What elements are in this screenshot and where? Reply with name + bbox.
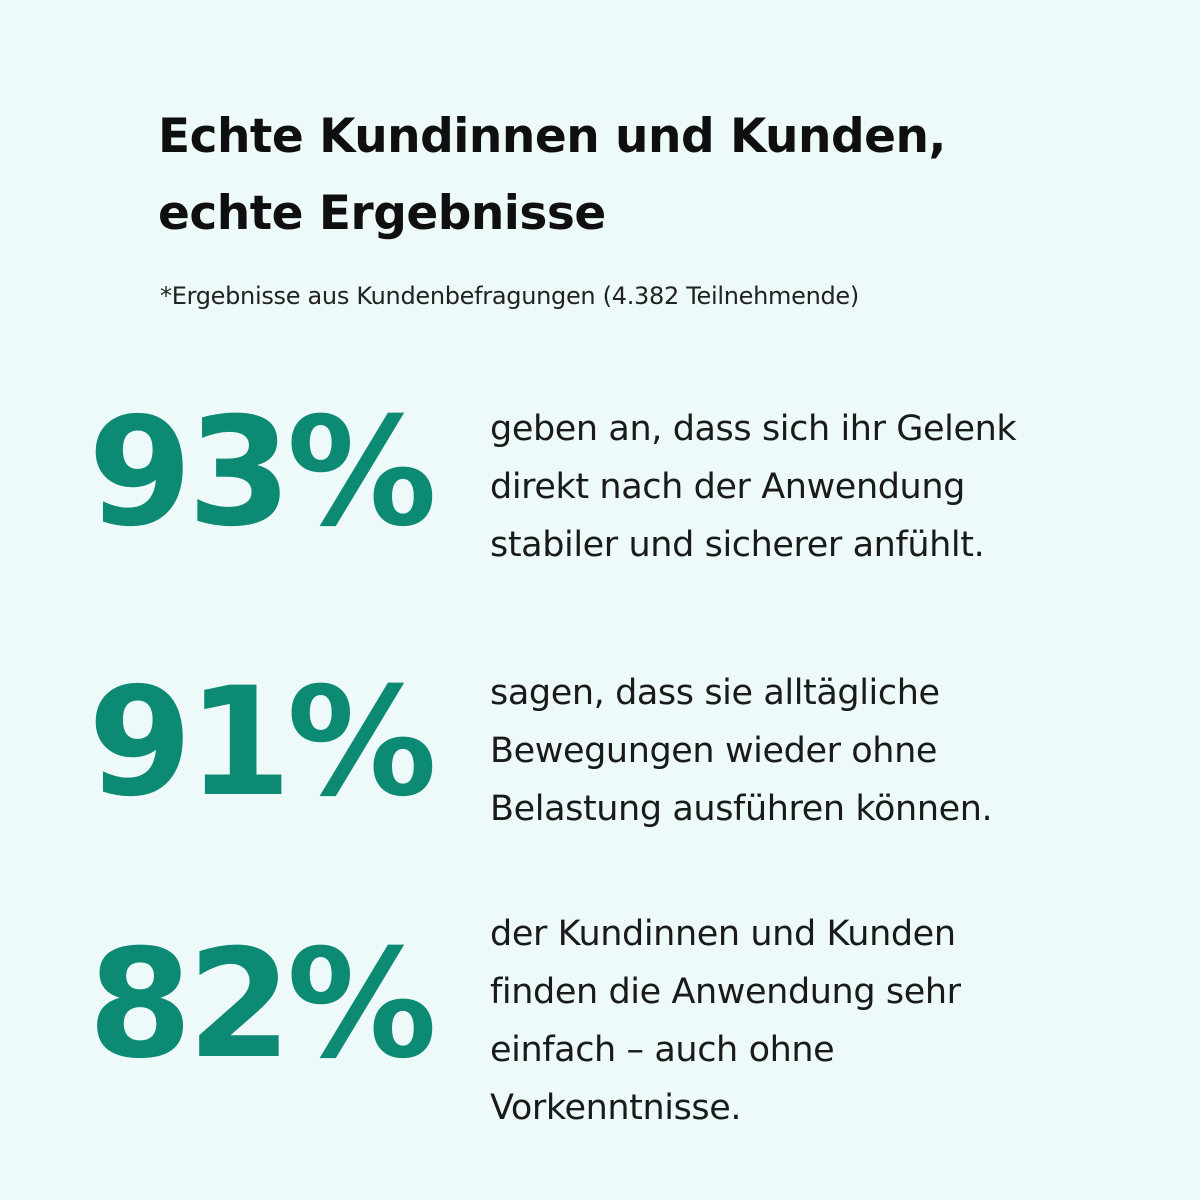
stat-2-description-line: Bewegungen wieder ohne: [490, 731, 938, 771]
stat-1-description-line: stabiler und sicherer anfühlt.: [490, 525, 985, 565]
stat-3-description: der Kundinnen und Kunden finden die Anwe…: [490, 905, 1150, 1137]
stat-3-description-line: Vorkenntnisse.: [490, 1088, 742, 1128]
stat-3-description-line: der Kundinnen und Kunden: [490, 914, 956, 954]
stat-1-description-line: geben an, dass sich ihr Gelenk: [490, 409, 1017, 449]
stat-1-percentage: 93%: [87, 386, 437, 560]
stat-3-description-line: finden die Anwendung sehr: [490, 972, 961, 1012]
stat-1-description-line: direkt nach der Anwendung: [490, 467, 965, 507]
page-title: Echte Kundinnen und Kunden, echte Ergebn…: [158, 98, 1158, 252]
page-title-line-2: echte Ergebnisse: [158, 186, 606, 241]
stat-3-description-line: einfach – auch ohne: [490, 1030, 835, 1070]
stat-2-description-line: Belastung ausführen können.: [490, 789, 993, 829]
stat-2-description-line: sagen, dass sie alltägliche: [490, 673, 940, 713]
stat-1-description: geben an, dass sich ihr Gelenk direkt na…: [490, 400, 1150, 574]
survey-footnote: *Ergebnisse aus Kundenbefragungen (4.382…: [160, 282, 859, 310]
stat-2-percentage: 91%: [87, 656, 437, 830]
stat-3-percentage: 82%: [87, 918, 437, 1092]
page-title-line-1: Echte Kundinnen und Kunden,: [158, 109, 946, 164]
stat-2-description: sagen, dass sie alltägliche Bewegungen w…: [490, 664, 1150, 838]
